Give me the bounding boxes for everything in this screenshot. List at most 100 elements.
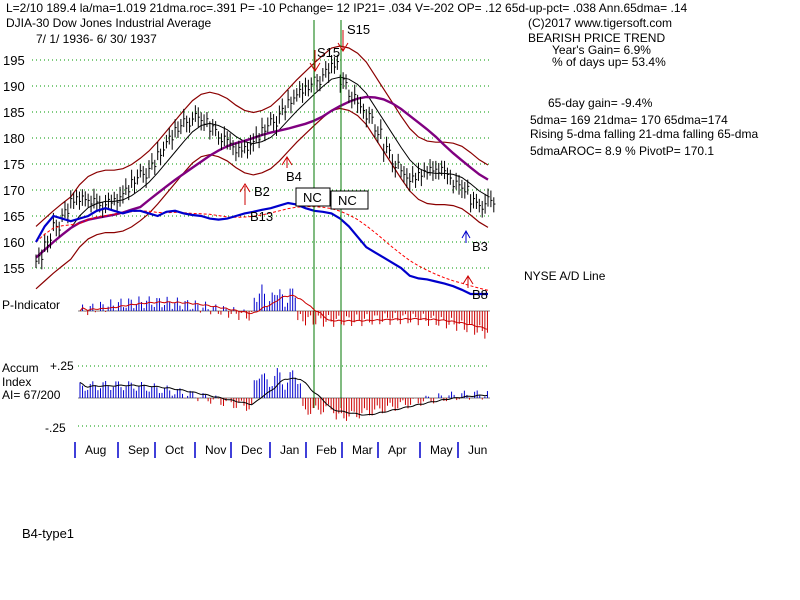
- rising-text: Rising 5-dma falling 21-dma falling 65-d…: [530, 127, 758, 141]
- price-bar: [261, 117, 264, 136]
- price-bar: [441, 160, 444, 176]
- ai-label: AI= 67/200: [2, 388, 61, 402]
- price-bar: [397, 153, 400, 169]
- price-bar: [458, 174, 461, 195]
- price-bar: [116, 193, 119, 211]
- price-bar: [493, 197, 496, 213]
- price-bar: [113, 191, 116, 206]
- price-bar: [380, 119, 383, 140]
- month-label-jun: Jun: [468, 443, 487, 457]
- price-bar: [388, 143, 392, 159]
- nyse-ad-label: NYSE A/D Line: [524, 269, 606, 283]
- price-bar: [212, 119, 215, 136]
- price-bar: [438, 162, 441, 180]
- price-bar: [490, 190, 493, 208]
- accum-bottom-label: -.25: [45, 421, 66, 435]
- footer-label: B4-type1: [22, 526, 74, 541]
- price-bar: [345, 74, 348, 90]
- price-bar: [87, 193, 90, 208]
- price-bar: [215, 121, 218, 137]
- price-bar: [194, 105, 197, 122]
- y-tick-185: 185: [3, 105, 25, 120]
- p-indicator-label: P-Indicator: [2, 298, 60, 312]
- price-bar: [464, 181, 467, 199]
- month-label-dec: Dec: [241, 443, 262, 457]
- nc-box-1-text: NC: [303, 190, 322, 205]
- price-bar: [322, 68, 325, 82]
- price-bar: [383, 143, 386, 162]
- nc-box-2-text: NC: [338, 193, 357, 208]
- price-bar: [203, 114, 206, 131]
- price-bar: [241, 142, 244, 158]
- price-bar: [299, 81, 302, 98]
- price-bar: [281, 98, 284, 116]
- price-bar: [429, 159, 432, 176]
- price-bar: [325, 61, 328, 78]
- price-bar: [319, 76, 322, 92]
- price-bar: [145, 168, 148, 188]
- price-bar: [331, 55, 334, 74]
- signal-b3: B3: [461, 229, 488, 254]
- price-bar: [55, 219, 58, 237]
- price-bar: [449, 169, 452, 185]
- price-bar: [394, 160, 397, 178]
- signal-b13-label: B13: [250, 209, 273, 224]
- price-bar: [171, 129, 174, 150]
- signal-s15-b: S15: [337, 22, 370, 52]
- price-bar: [406, 168, 409, 188]
- signal-b8-label: B8: [472, 287, 488, 302]
- price-bar: [461, 179, 464, 199]
- price-gridlines: [32, 59, 490, 269]
- price-bar: [81, 189, 84, 206]
- price-bar: [154, 159, 157, 175]
- price-bar: [302, 83, 305, 103]
- price-bar: [235, 142, 238, 162]
- price-bar: [328, 63, 331, 83]
- price-bar: [252, 133, 255, 152]
- price-bar: [400, 164, 403, 178]
- signal-s15-a-label: S15: [317, 45, 340, 60]
- price-bar: [275, 116, 279, 136]
- index-label: Index: [2, 375, 31, 389]
- y-tick-190: 190: [3, 79, 25, 94]
- price-bar: [93, 188, 96, 209]
- price-bar: [162, 141, 166, 157]
- price-bar: [47, 235, 50, 253]
- accum-ma-line: [79, 377, 488, 416]
- month-label-apr: Apr: [388, 443, 407, 457]
- price-bar: [444, 160, 447, 180]
- price-bar: [220, 133, 224, 150]
- signal-b8: B8: [462, 275, 488, 302]
- month-label-sep: Sep: [128, 443, 150, 457]
- ad-line: [35, 201, 488, 296]
- p-indicator-histogram: [82, 284, 488, 339]
- price-bar: [180, 119, 183, 135]
- price-bar: [420, 169, 423, 187]
- price-bar: [244, 139, 247, 154]
- price-bar: [160, 148, 163, 166]
- price-bar: [360, 96, 363, 114]
- price-bar: [191, 112, 195, 126]
- price-bar: [105, 194, 108, 214]
- nc-box-2: [330, 190, 369, 210]
- price-bar: [122, 185, 125, 204]
- price-bar: [131, 169, 134, 188]
- price-bar: [470, 194, 473, 213]
- signal-s15-b-label: S15: [347, 22, 370, 37]
- aroc-text: 5dmaAROC= 8.9 % PivotP= 170.1: [530, 144, 714, 158]
- price-bar: [310, 77, 313, 93]
- ad-ma-line: [35, 206, 489, 291]
- signal-s15-a: S15: [309, 45, 340, 72]
- accum-label: Accum: [2, 361, 39, 375]
- month-label-nov: Nov: [205, 443, 226, 457]
- price-bar: [44, 233, 47, 252]
- price-bar: [293, 89, 296, 105]
- dmas-text: 5dma= 169 21dma= 170 65dma=174: [530, 113, 728, 127]
- signal-b2: B2: [239, 183, 270, 205]
- month-axis: Aug Sep Oct Nov Dec Jan Feb Mar Apr May Jun: [74, 442, 487, 458]
- price-bar: [371, 108, 374, 124]
- price-bar: [151, 153, 154, 170]
- price-bar: [374, 124, 377, 138]
- month-label-oct: Oct: [165, 443, 184, 457]
